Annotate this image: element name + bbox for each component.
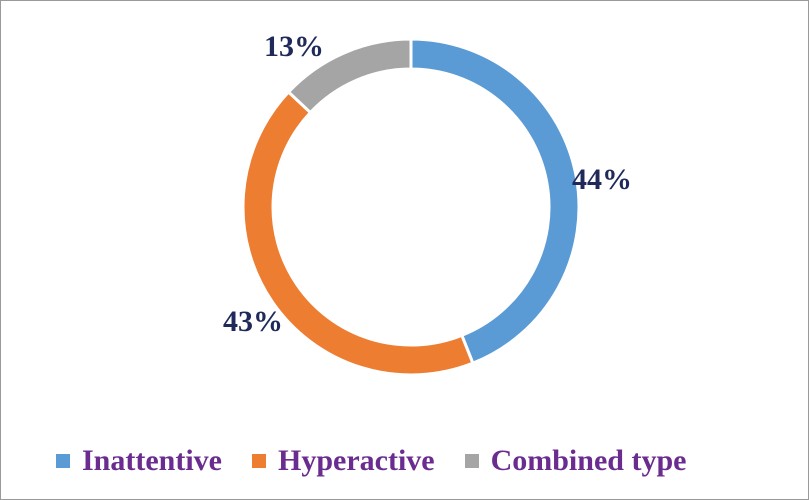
legend-label: Combined type — [490, 444, 687, 477]
legend-item-inattentive: Inattentive — [56, 444, 222, 478]
data-label-hyperactive: 43% — [223, 305, 283, 338]
legend-item-combined-type: Combined type — [464, 444, 687, 478]
data-label-inattentive: 44% — [572, 163, 632, 196]
legend-item-hyperactive: Hyperactive — [251, 444, 435, 478]
legend-label: Inattentive — [82, 444, 222, 477]
legend-swatch — [251, 454, 266, 468]
legend-swatch — [56, 454, 70, 468]
donut-slice-combined-type — [286, 37, 413, 115]
data-labels: 44% 43% 13% — [223, 30, 632, 338]
donut-slice-inattentive — [409, 37, 581, 366]
data-label-combined-type: 13% — [264, 30, 324, 63]
legend: Inattentive Hyperactive Combined type — [56, 439, 786, 483]
donut-chart: 44% 43% 13% — [223, 30, 632, 377]
legend-label: Hyperactive — [277, 444, 435, 477]
legend-swatch — [464, 454, 479, 468]
donut-slices — [241, 37, 581, 377]
